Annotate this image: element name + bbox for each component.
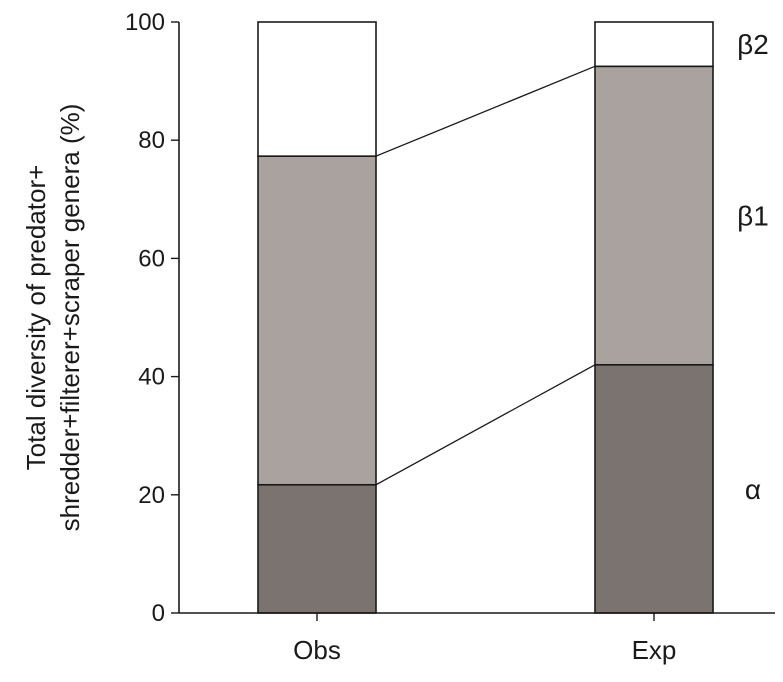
x-category-label: Obs	[293, 635, 341, 665]
bar-segment	[594, 363, 714, 614]
y-axis-title-line: shredder+filterer+scraper genera (%)	[55, 104, 85, 532]
y-tick-label: 0	[152, 600, 165, 627]
segment-labels: α β1 β2	[737, 29, 769, 505]
bars	[257, 21, 714, 614]
connector-line	[375, 65, 596, 157]
segment-label: β2	[737, 29, 769, 60]
y-axis-title-line: Total diversity of predator+	[21, 165, 51, 471]
bar-connectors	[375, 65, 596, 486]
bar-segment	[257, 483, 377, 614]
x-category-label: Exp	[632, 635, 677, 665]
y-tick-label: 80	[138, 127, 165, 154]
connector-line	[375, 364, 596, 486]
y-tick-label: 20	[138, 482, 165, 509]
x-axis-category-labels: Obs Exp	[293, 613, 676, 665]
bar-segment	[257, 155, 377, 486]
bar-segment	[594, 65, 714, 366]
segment-label: β1	[737, 201, 769, 232]
segment-label: α	[745, 474, 761, 505]
bar-segment	[594, 21, 714, 68]
y-axis-title: Total diversity of predator+ shredder+fil…	[21, 104, 85, 532]
bar-segment	[257, 21, 377, 157]
y-tick-label: 60	[138, 245, 165, 272]
axes	[178, 22, 775, 614]
y-tick-label: 100	[125, 9, 165, 36]
y-tick-label: 40	[138, 364, 165, 391]
y-axis-ticks: 0 20 40 60 80 100	[125, 9, 179, 627]
